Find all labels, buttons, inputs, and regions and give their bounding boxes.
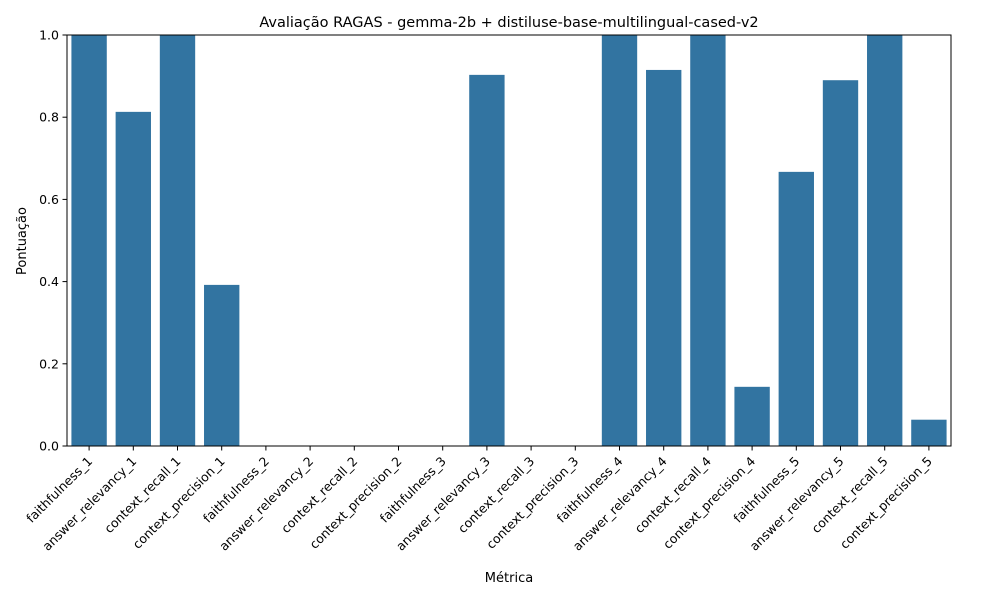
x-tick-label: context_recall_3 xyxy=(455,454,537,536)
x-tick-label: context_recall_5 xyxy=(808,454,890,536)
bar-context_precision_5 xyxy=(911,419,947,446)
bar-answer_relevancy_4 xyxy=(646,69,682,446)
bar-context_recall_4 xyxy=(690,35,726,446)
y-axis: 0.0 0.2 0.4 0.6 0.8 1.0 xyxy=(39,28,67,454)
x-tick-label: context_recall_1 xyxy=(101,454,183,536)
y-tick-label: 0.8 xyxy=(39,110,59,125)
y-tick-label: 0.4 xyxy=(39,274,59,289)
bar-answer_relevancy_3 xyxy=(469,74,505,447)
plot-frame xyxy=(66,34,952,447)
x-tick-label: context_recall_4 xyxy=(632,453,714,535)
y-tick-label: 0.0 xyxy=(39,439,59,454)
bar-answer_relevancy_1 xyxy=(115,111,151,447)
x-axis-label: Métrica xyxy=(485,571,533,586)
chart-title: Avaliação RAGAS - gemma-2b + distiluse-b… xyxy=(259,15,758,31)
bar-context_precision_4 xyxy=(734,386,770,446)
bar-context_precision_1 xyxy=(204,284,240,446)
bar-context_recall_1 xyxy=(159,35,196,446)
bar-answer_relevancy_5 xyxy=(822,80,859,447)
x-axis: faithfulness_1answer_relevancy_1context_… xyxy=(23,446,935,554)
y-tick-label: 1.0 xyxy=(39,28,59,43)
y-axis-label: Pontuação xyxy=(15,207,30,275)
bar-faithfulness_1 xyxy=(71,35,107,446)
y-tick-label: 0.2 xyxy=(39,356,59,371)
y-tick-label: 0.6 xyxy=(39,192,59,207)
bar-faithfulness_4 xyxy=(601,35,638,446)
bars-group xyxy=(71,35,947,447)
bar-context_recall_5 xyxy=(867,35,903,446)
bar-faithfulness_5 xyxy=(778,171,814,447)
x-tick-label: context_recall_2 xyxy=(278,454,360,536)
